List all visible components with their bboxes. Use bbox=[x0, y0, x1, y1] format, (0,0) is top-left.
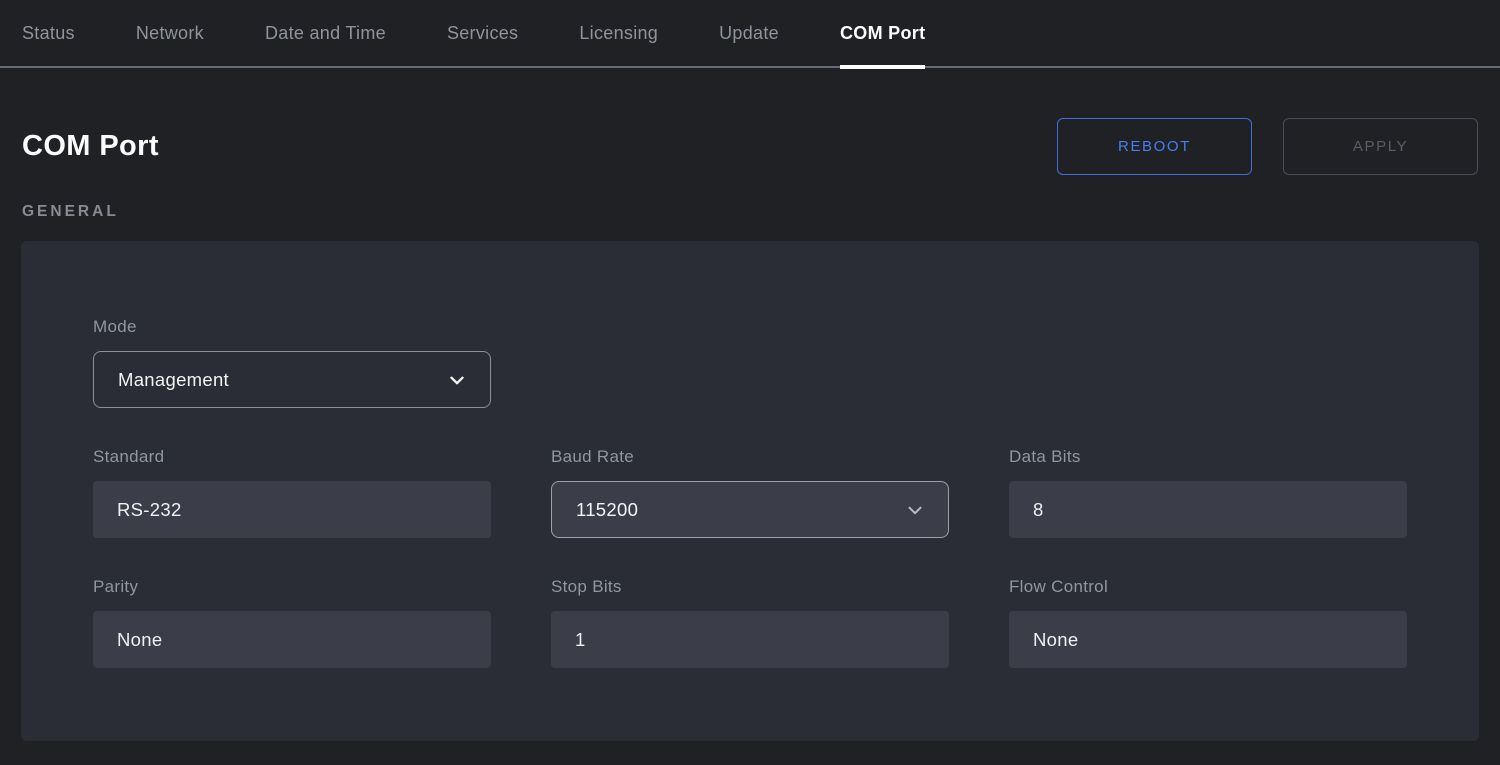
baud-rate-field: Baud Rate 115200 bbox=[551, 447, 949, 538]
standard-value: RS-232 bbox=[117, 498, 182, 520]
tab-licensing[interactable]: Licensing bbox=[579, 22, 659, 43]
com-port-settings-panel: Mode Management Standard RS-232 Baud Rat… bbox=[21, 241, 1479, 741]
parity-value-field: None bbox=[93, 611, 491, 668]
standard-value-field: RS-232 bbox=[93, 481, 491, 538]
data-bits-value-field: 8 bbox=[1009, 481, 1407, 538]
page-title: COM Port bbox=[22, 130, 159, 162]
reboot-button[interactable]: REBOOT bbox=[1057, 118, 1252, 175]
chevron-down-icon bbox=[450, 376, 464, 384]
tab-services[interactable]: Services bbox=[446, 22, 519, 43]
grid-spacer bbox=[1009, 317, 1407, 408]
parity-value: None bbox=[117, 628, 163, 650]
page-header: COM Port REBOOT APPLY bbox=[0, 118, 1500, 175]
mode-field: Mode Management bbox=[93, 317, 491, 408]
header-buttons: REBOOT APPLY bbox=[1057, 118, 1478, 175]
apply-button[interactable]: APPLY bbox=[1283, 118, 1478, 175]
flow-control-value-field: None bbox=[1009, 611, 1407, 668]
baud-rate-select[interactable]: 115200 bbox=[551, 481, 949, 538]
stop-bits-value: 1 bbox=[575, 628, 586, 650]
tab-update[interactable]: Update bbox=[719, 22, 779, 43]
baud-rate-label: Baud Rate bbox=[551, 447, 635, 466]
tab-com-port[interactable]: COM Port bbox=[839, 0, 926, 69]
flow-control-field: Flow Control None bbox=[1009, 577, 1407, 668]
data-bits-label: Data Bits bbox=[1009, 447, 1081, 466]
chevron-down-icon bbox=[908, 506, 922, 514]
stop-bits-value-field: 1 bbox=[551, 611, 949, 668]
flow-control-label: Flow Control bbox=[1009, 577, 1109, 596]
data-bits-field: Data Bits 8 bbox=[1009, 447, 1407, 538]
mode-value: Management bbox=[118, 368, 229, 390]
parity-label: Parity bbox=[93, 577, 139, 596]
tab-status[interactable]: Status bbox=[22, 22, 75, 43]
mode-label: Mode bbox=[93, 317, 137, 336]
standard-field: Standard RS-232 bbox=[93, 447, 491, 538]
parity-field: Parity None bbox=[93, 577, 491, 668]
data-bits-value: 8 bbox=[1033, 498, 1044, 520]
mode-select[interactable]: Management bbox=[93, 351, 491, 408]
stop-bits-field: Stop Bits 1 bbox=[551, 577, 949, 668]
flow-control-value: None bbox=[1033, 628, 1079, 650]
com-port-form: Mode Management Standard RS-232 Baud Rat… bbox=[93, 317, 1407, 668]
settings-tabbar: Status Network Date and Time Services Li… bbox=[0, 0, 1500, 69]
tab-network[interactable]: Network bbox=[135, 22, 204, 43]
grid-spacer bbox=[551, 317, 949, 408]
tab-date-and-time[interactable]: Date and Time bbox=[264, 22, 386, 43]
baud-rate-value: 115200 bbox=[576, 498, 639, 520]
stop-bits-label: Stop Bits bbox=[551, 577, 622, 596]
general-section-label: GENERAL bbox=[22, 203, 119, 220]
standard-label: Standard bbox=[93, 447, 165, 466]
